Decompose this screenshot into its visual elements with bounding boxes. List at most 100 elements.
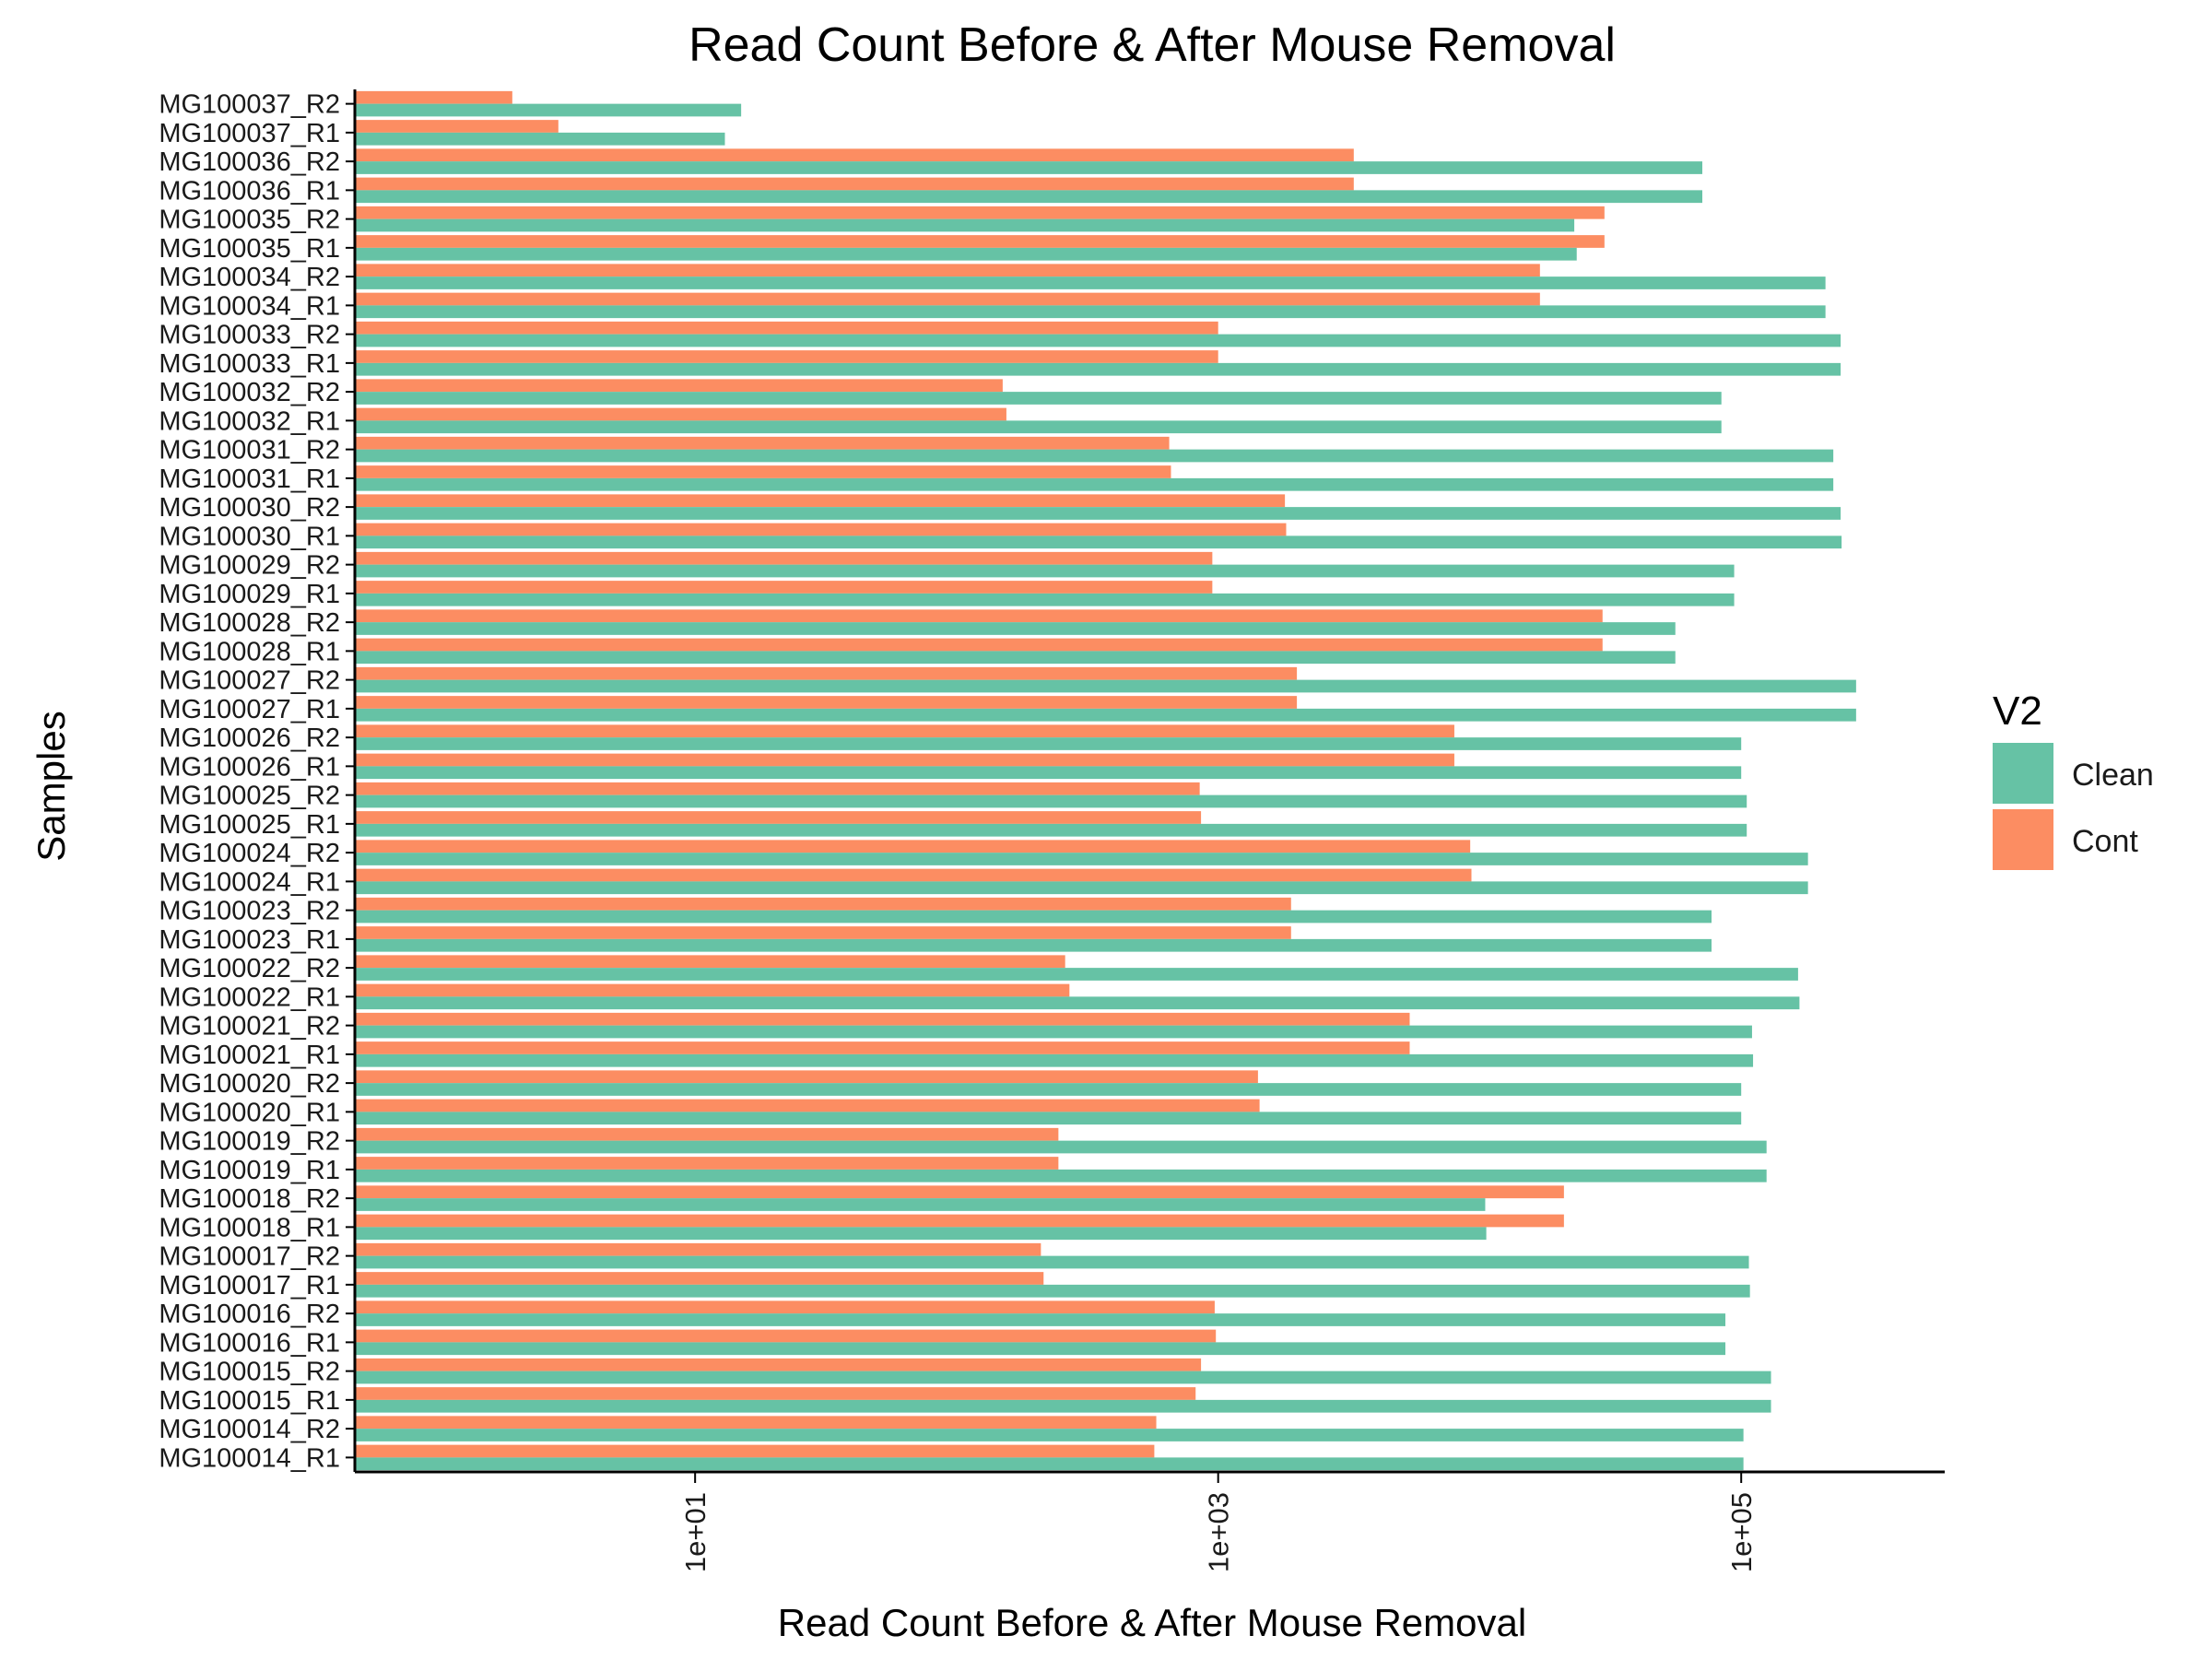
y-tick-label: MG100018_R2 xyxy=(159,1184,340,1214)
y-tick-label: MG100022_R2 xyxy=(159,954,340,983)
bar-cont-MG100025_R1 xyxy=(355,811,1202,824)
y-tick-label: MG100033_R1 xyxy=(159,349,340,379)
bar-clean-MG100031_R1 xyxy=(355,477,1834,491)
bar-clean-MG100029_R2 xyxy=(355,564,1735,578)
bar-cont-MG100033_R1 xyxy=(355,350,1218,363)
bar-clean-MG100031_R2 xyxy=(355,449,1834,463)
bar-clean-MG100014_R1 xyxy=(355,1457,1744,1471)
y-tick-label: MG100034_R1 xyxy=(159,291,340,321)
bar-clean-MG100020_R1 xyxy=(355,1112,1742,1125)
bar-clean-MG100034_R2 xyxy=(355,276,1826,289)
bar-cont-MG100014_R2 xyxy=(355,1416,1157,1430)
y-tick-label: MG100014_R2 xyxy=(159,1415,340,1444)
bar-clean-MG100026_R1 xyxy=(355,766,1742,780)
bar-clean-MG100024_R2 xyxy=(355,853,1808,865)
legend: V2 Clean Cont xyxy=(1993,688,2154,870)
x-tick-label: 1e+01 xyxy=(679,1492,712,1572)
y-tick-label: MG100022_R1 xyxy=(159,982,340,1012)
bar-clean-MG100029_R1 xyxy=(355,593,1735,606)
y-tick-label: MG100034_R2 xyxy=(159,263,340,292)
bar-clean-MG100023_R2 xyxy=(355,910,1712,924)
bar-cont-MG100020_R1 xyxy=(355,1099,1260,1112)
y-tick-label: MG100016_R2 xyxy=(159,1300,340,1329)
bar-clean-MG100030_R2 xyxy=(355,507,1841,520)
bar-cont-MG100030_R1 xyxy=(355,523,1287,536)
bar-clean-MG100019_R1 xyxy=(355,1169,1767,1182)
bar-clean-MG100021_R2 xyxy=(355,1025,1752,1039)
bar-clean-MG100026_R2 xyxy=(355,737,1742,750)
bar-cont-MG100018_R1 xyxy=(355,1214,1564,1228)
bar-cont-MG100026_R1 xyxy=(355,753,1454,767)
x-axis-title: Read Count Before & After Mouse Removal xyxy=(778,1601,1526,1644)
legend-swatch-cont xyxy=(1993,809,2053,870)
bar-cont-MG100017_R2 xyxy=(355,1242,1041,1256)
y-tick-label: MG100037_R1 xyxy=(159,119,340,148)
bar-clean-MG100037_R2 xyxy=(355,103,742,117)
bar-cont-MG100019_R1 xyxy=(355,1157,1059,1170)
bar-clean-MG100028_R2 xyxy=(355,622,1676,635)
y-tick-label: MG100036_R1 xyxy=(159,176,340,206)
bar-cont-MG100028_R1 xyxy=(355,638,1603,652)
y-tick-label: MG100033_R2 xyxy=(159,321,340,350)
bar-clean-MG100016_R1 xyxy=(355,1342,1726,1356)
bar-clean-MG100018_R2 xyxy=(355,1198,1486,1211)
y-tick-label: MG100015_R1 xyxy=(159,1386,340,1416)
bar-cont-MG100033_R2 xyxy=(355,321,1218,335)
bar-clean-MG100017_R2 xyxy=(355,1255,1749,1269)
y-axis-ticks: MG100037_R2MG100037_R1MG100036_R2MG10003… xyxy=(159,90,355,1473)
bar-clean-MG100015_R2 xyxy=(355,1371,1771,1384)
y-tick-label: MG100019_R1 xyxy=(159,1156,340,1185)
legend-label-clean: Clean xyxy=(2072,758,2154,793)
bar-clean-MG100030_R1 xyxy=(355,535,1842,549)
bar-clean-MG100022_R2 xyxy=(355,968,1798,981)
y-tick-label: MG100016_R1 xyxy=(159,1328,340,1358)
bar-clean-MG100022_R1 xyxy=(355,996,1800,1010)
y-tick-label: MG100024_R2 xyxy=(159,839,340,868)
y-tick-label: MG100023_R2 xyxy=(159,897,340,926)
bar-clean-MG100018_R1 xyxy=(355,1227,1487,1241)
bar-clean-MG100035_R2 xyxy=(355,218,1575,232)
bar-cont-MG100031_R2 xyxy=(355,436,1170,450)
y-tick-label: MG100024_R1 xyxy=(159,867,340,897)
bar-clean-MG100017_R1 xyxy=(355,1284,1750,1298)
bar-cont-MG100029_R2 xyxy=(355,551,1213,565)
bar-cont-MG100037_R2 xyxy=(355,90,512,104)
bar-clean-MG100033_R2 xyxy=(355,334,1841,347)
y-tick-label: MG100027_R1 xyxy=(159,695,340,724)
bar-cont-MG100016_R2 xyxy=(355,1300,1215,1314)
bar-cont-MG100030_R2 xyxy=(355,494,1286,508)
y-tick-label: MG100037_R2 xyxy=(159,90,340,120)
legend-label-cont: Cont xyxy=(2072,824,2138,859)
bar-clean-MG100019_R2 xyxy=(355,1140,1767,1154)
bar-cont-MG100027_R1 xyxy=(355,696,1298,709)
bar-cont-MG100025_R2 xyxy=(355,782,1200,795)
bar-clean-MG100028_R1 xyxy=(355,651,1676,665)
bar-cont-MG100036_R2 xyxy=(355,148,1354,162)
bar-cont-MG100036_R1 xyxy=(355,177,1354,191)
y-tick-label: MG100026_R1 xyxy=(159,752,340,782)
bar-clean-MG100027_R2 xyxy=(355,679,1856,693)
bar-cont-MG100015_R1 xyxy=(355,1387,1196,1400)
y-tick-label: MG100021_R2 xyxy=(159,1012,340,1041)
bar-clean-MG100024_R1 xyxy=(355,881,1808,895)
y-tick-label: MG100015_R2 xyxy=(159,1358,340,1387)
y-tick-label: MG100031_R2 xyxy=(159,436,340,465)
bar-clean-MG100035_R1 xyxy=(355,247,1577,261)
bar-cont-MG100024_R2 xyxy=(355,840,1471,853)
bar-clean-MG100027_R1 xyxy=(355,708,1856,722)
bar-clean-MG100036_R2 xyxy=(355,161,1702,174)
y-tick-label: MG100026_R2 xyxy=(159,724,340,753)
y-tick-label: MG100017_R1 xyxy=(159,1271,340,1300)
y-tick-label: MG100020_R2 xyxy=(159,1069,340,1099)
bar-cont-MG100035_R1 xyxy=(355,235,1605,248)
bar-cont-MG100023_R1 xyxy=(355,926,1291,939)
legend-title: V2 xyxy=(1993,688,2042,734)
bar-cont-MG100034_R1 xyxy=(355,292,1540,306)
bar-cont-MG100021_R1 xyxy=(355,1041,1410,1054)
y-tick-label: MG100020_R1 xyxy=(159,1098,340,1127)
bar-cont-MG100019_R2 xyxy=(355,1127,1059,1141)
x-tick-label: 1e+03 xyxy=(1203,1492,1235,1572)
bar-clean-MG100025_R1 xyxy=(355,823,1747,837)
y-tick-label: MG100023_R1 xyxy=(159,925,340,955)
bar-clean-MG100032_R2 xyxy=(355,392,1722,405)
